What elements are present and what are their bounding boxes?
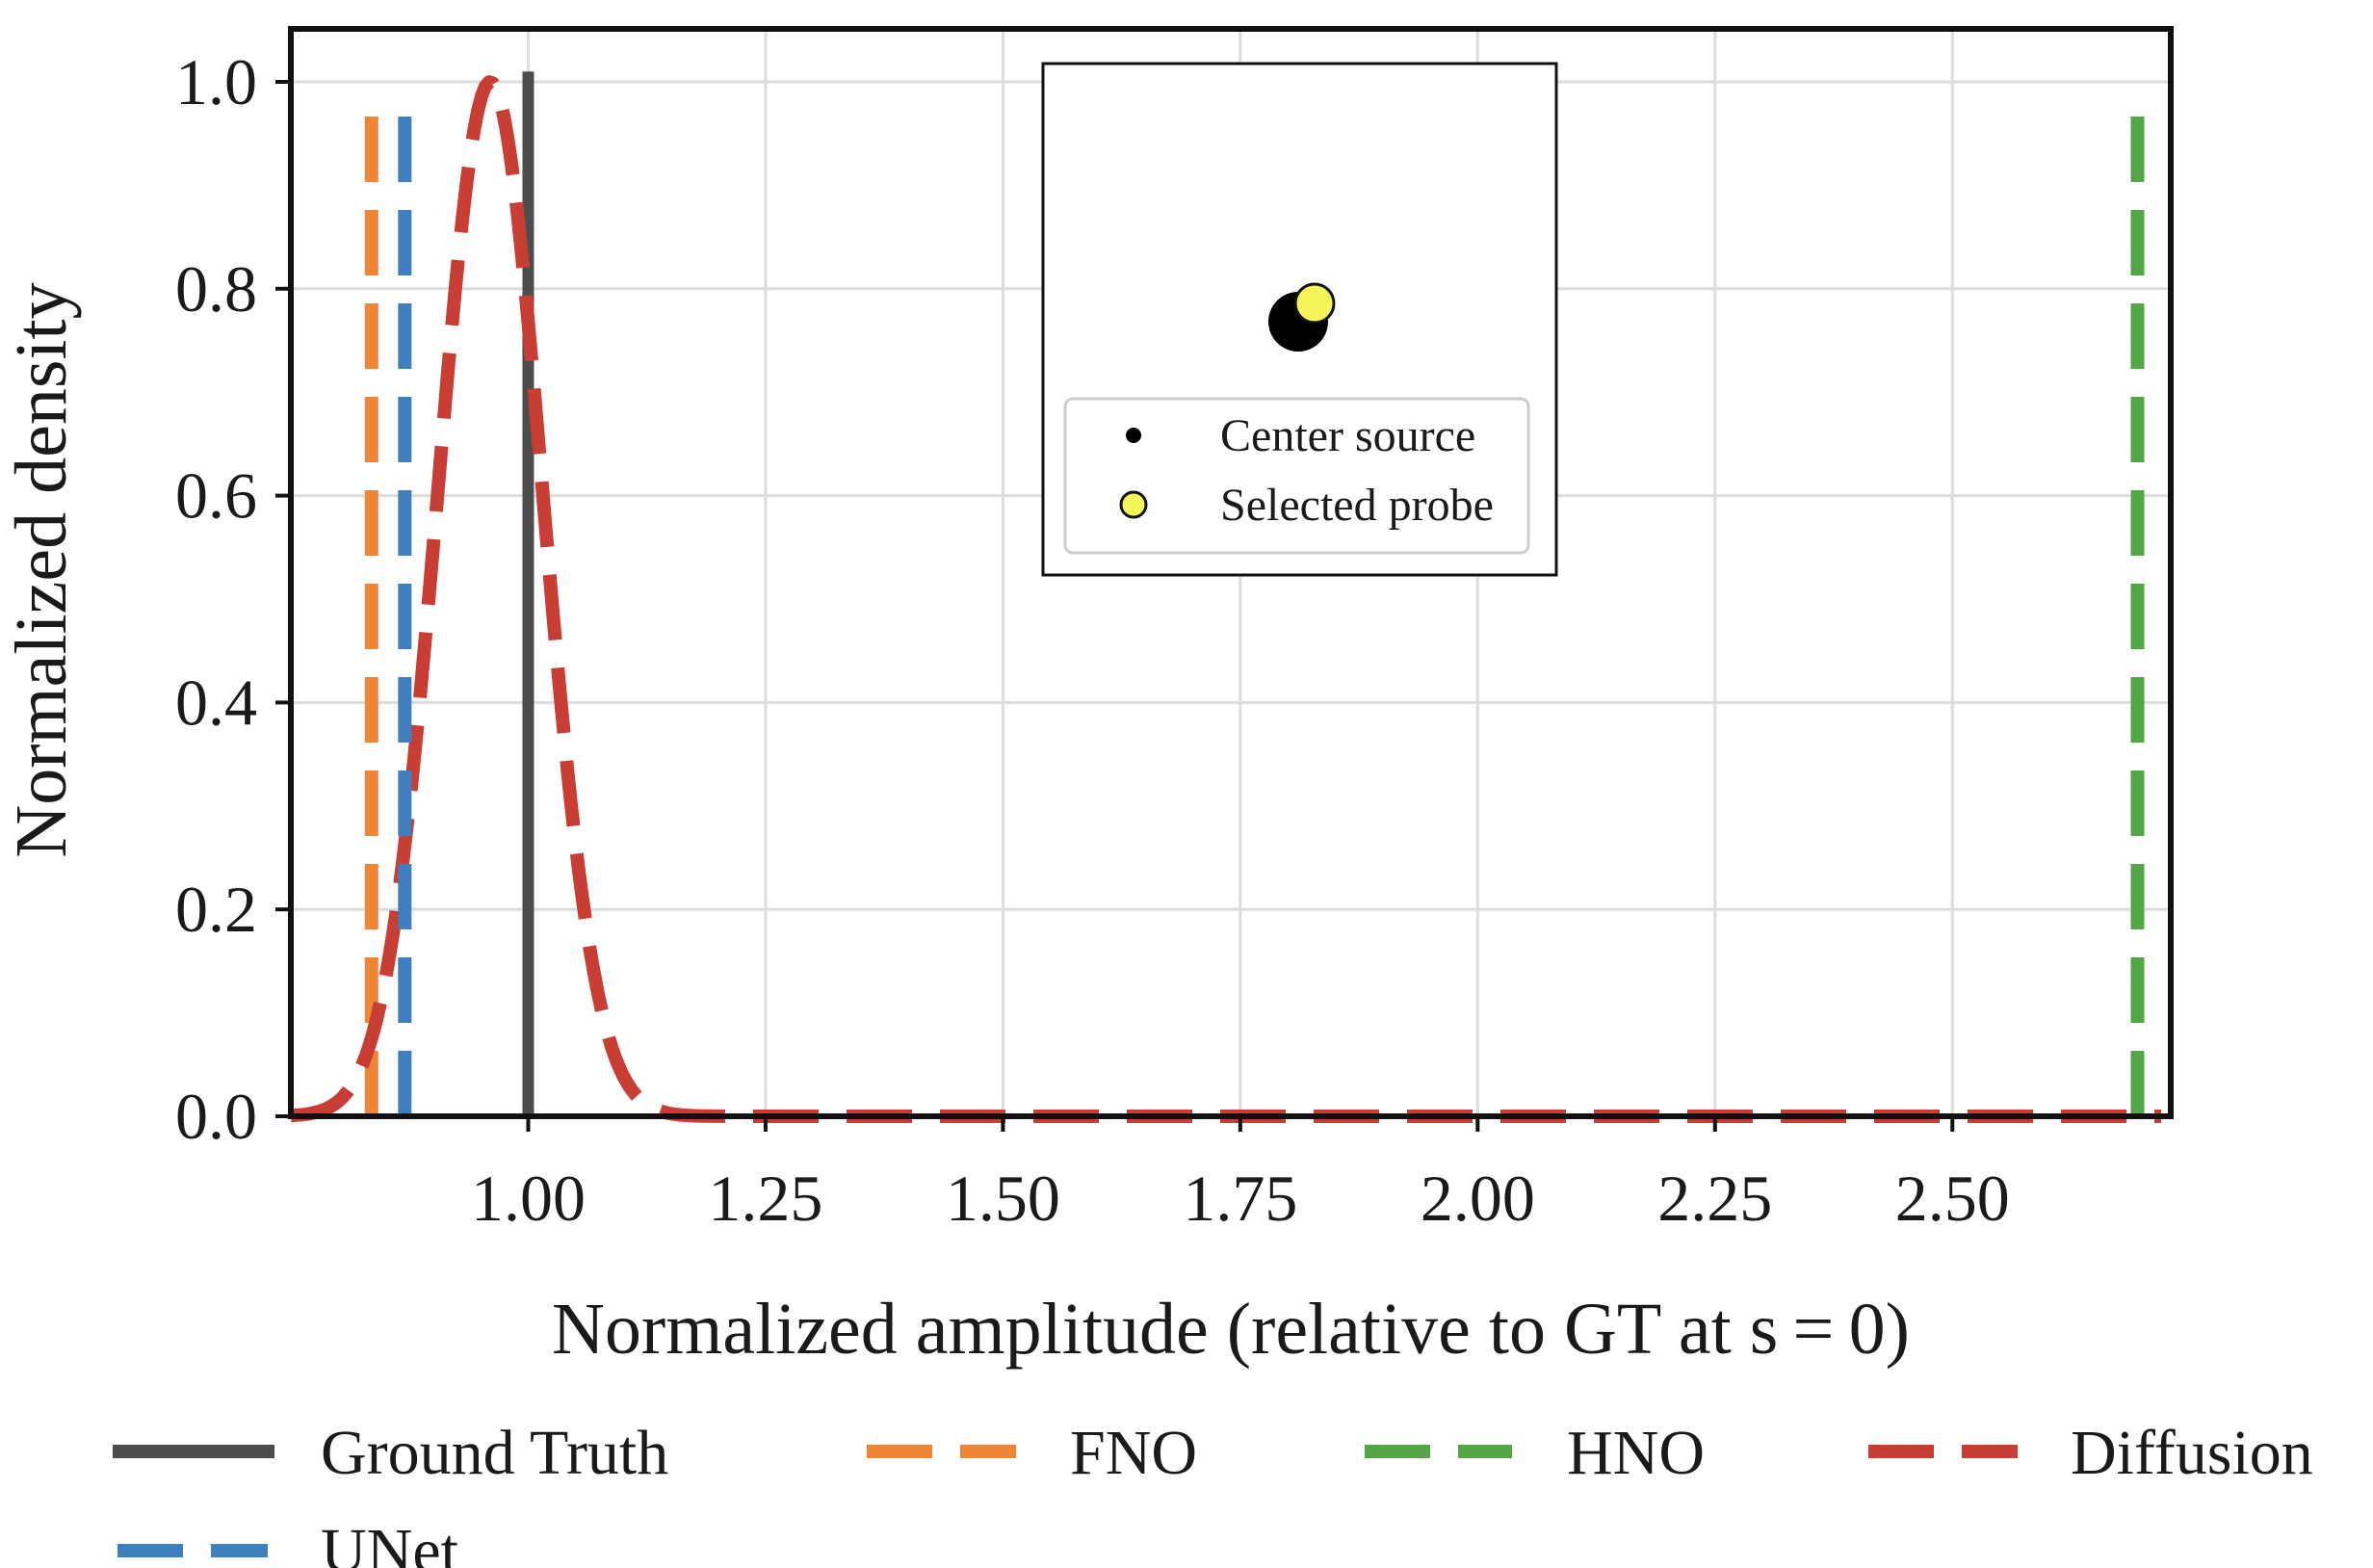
- x-tick-label: 1.25: [708, 1162, 822, 1235]
- y-axis-label: Normalized density: [1, 282, 82, 857]
- x-axis-label: Normalized amplitude (relative to GT at …: [552, 1289, 1910, 1370]
- selected-probe-marker: [1293, 282, 1336, 325]
- inset-legend-center-marker: [1126, 428, 1141, 443]
- inset-legend-probe-marker: [1119, 490, 1148, 519]
- y-tick-label: 0.4: [175, 666, 257, 739]
- legend: Ground Truth FNO HNO Diffusion UNet: [113, 1418, 2313, 1568]
- y-tick-label: 0.0: [175, 1080, 257, 1153]
- x-tick-label: 1.50: [946, 1162, 1060, 1235]
- legend-diffusion-label: Diffusion: [2071, 1418, 2313, 1488]
- x-tick-label: 1.75: [1183, 1162, 1297, 1235]
- legend-unet-label: UNet: [321, 1516, 458, 1568]
- legend-hno-label: HNO: [1567, 1418, 1705, 1488]
- inset-legend-center-label: Center source: [1220, 410, 1475, 461]
- x-tick-label: 1.00: [471, 1162, 586, 1235]
- y-tick-label: 0.6: [175, 459, 257, 533]
- plot-frame: [288, 26, 2174, 1119]
- x-tick-label: 2.00: [1421, 1162, 1535, 1235]
- ticks: 1.00 1.25 1.50 1.75 2.00 2.25 2.50 0.0 0.2 0.4 0.6…: [175, 45, 2010, 1235]
- y-tick-label: 0.2: [175, 873, 257, 946]
- legend-fno-label: FNO: [1070, 1418, 1197, 1488]
- inset-legend-probe-label: Selected probe: [1220, 480, 1494, 531]
- legend-ground-truth-label: Ground Truth: [321, 1418, 668, 1488]
- inset-panel: Center source Selected probe: [1041, 62, 1558, 577]
- y-tick-label: 0.8: [175, 252, 257, 326]
- x-tick-label: 2.25: [1657, 1162, 1772, 1235]
- y-tick-label: 1.0: [175, 45, 257, 118]
- x-tick-label: 2.50: [1895, 1162, 2010, 1235]
- inset-legend-frame: [1063, 397, 1530, 555]
